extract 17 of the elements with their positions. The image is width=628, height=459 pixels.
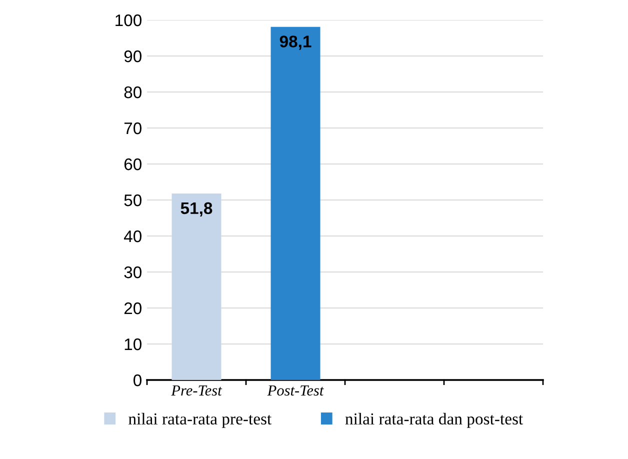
y-tick-label: 90 <box>124 50 142 62</box>
x-tick-label: Post-Test <box>267 385 324 396</box>
y-tick-label: 0 <box>134 374 142 386</box>
y-tick-label: 100 <box>116 14 142 26</box>
y-tick-label: 50 <box>124 194 142 206</box>
legend-label: nilai rata-rata pre-test <box>128 412 272 428</box>
y-tick-label: 60 <box>124 158 142 170</box>
y-tick-label: 10 <box>124 338 142 350</box>
data-label: 98,1 <box>280 36 312 50</box>
y-tick-label: 30 <box>124 266 142 278</box>
y-tick-label: 40 <box>124 230 142 242</box>
data-label: 51,8 <box>180 202 212 217</box>
legend-label: nilai rata-rata dan post-test <box>345 412 524 428</box>
y-tick-label: 20 <box>124 302 142 314</box>
y-tick-label: 80 <box>124 86 142 98</box>
x-tick-label: Pre-Test <box>171 385 222 396</box>
y-tick-label: 70 <box>124 122 142 134</box>
